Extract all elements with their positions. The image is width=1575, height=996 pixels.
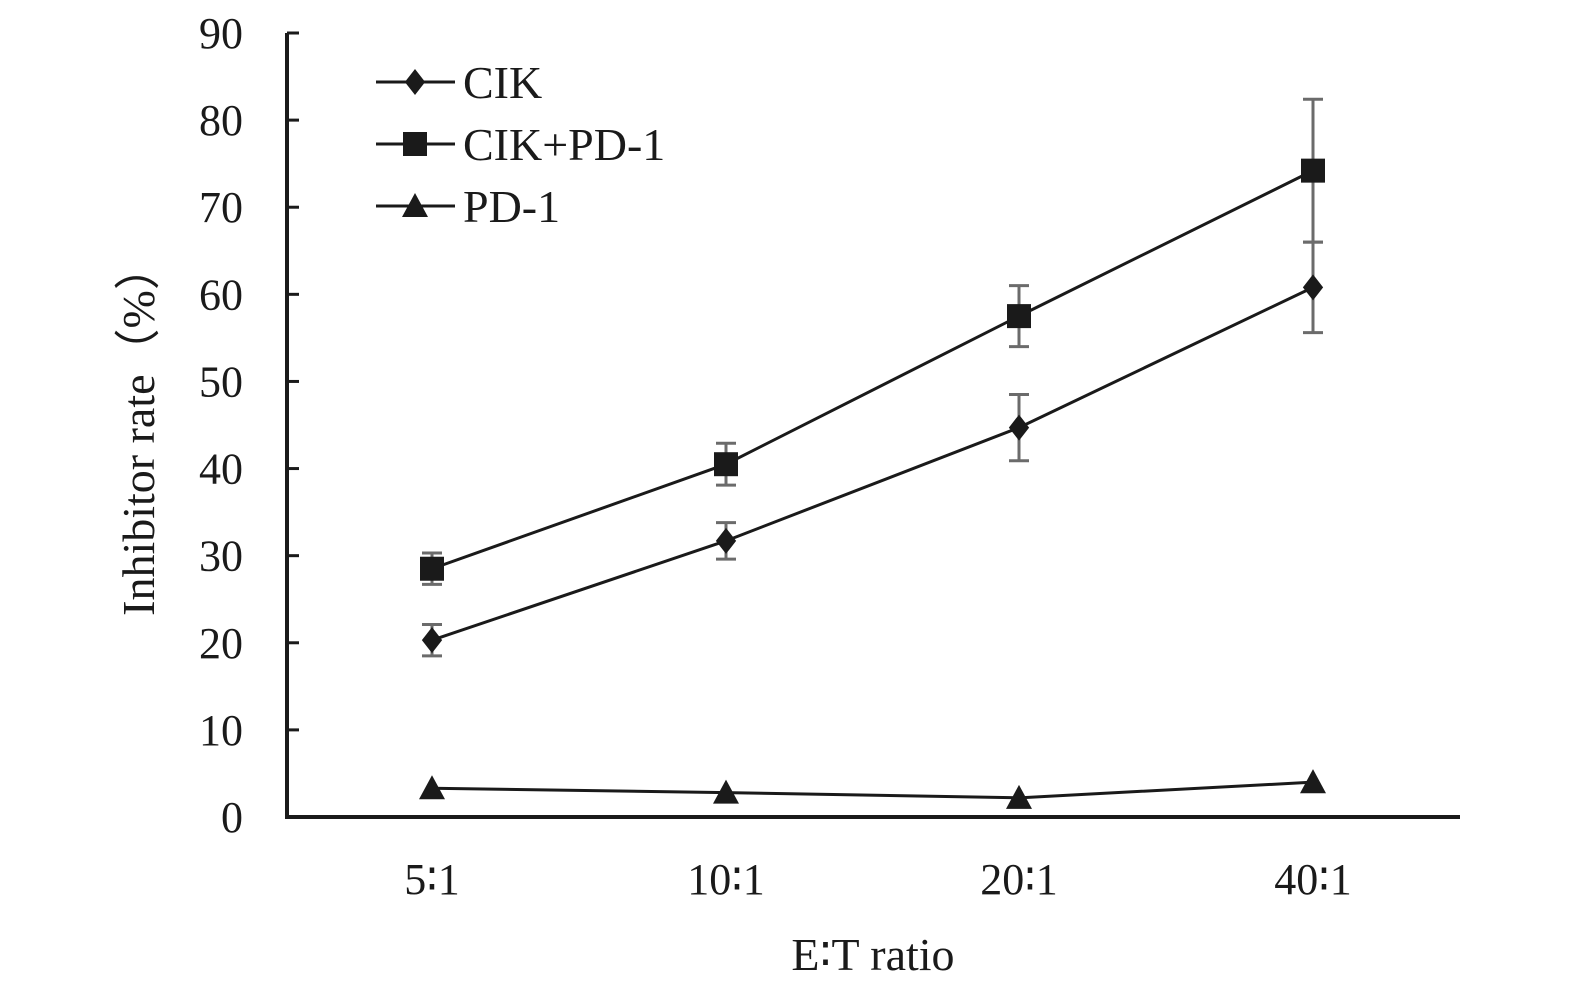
axes bbox=[285, 33, 1460, 819]
data-point-cik bbox=[715, 527, 737, 554]
legend-item-cik: CIK bbox=[376, 57, 542, 108]
y-tick-label: 40 bbox=[199, 445, 243, 494]
data-point-cik-pd-1 bbox=[420, 556, 444, 581]
data-point-cik-pd-1 bbox=[1007, 304, 1031, 329]
x-tick-label: 40∶1 bbox=[1274, 855, 1351, 904]
legend-item-pd-1: PD-1 bbox=[376, 181, 560, 232]
data-point-cik bbox=[1008, 414, 1030, 441]
y-tick-label: 60 bbox=[199, 270, 243, 319]
y-tick-label: 90 bbox=[199, 9, 243, 58]
legend-marker-cik bbox=[404, 69, 426, 95]
legend-item-cik-pd-1: CIK+PD-1 bbox=[376, 119, 665, 170]
data-point-cik bbox=[1302, 274, 1324, 301]
data-point-pd-1 bbox=[419, 775, 445, 800]
data-point-cik bbox=[421, 627, 443, 654]
series-line-pd-1 bbox=[431, 780, 1314, 800]
x-axis-ticks: 5∶1 10∶1 20∶1 40∶1 bbox=[404, 855, 1351, 904]
legend-marker-cik-pd-1 bbox=[403, 132, 427, 156]
x-tick-label: 10∶1 bbox=[687, 855, 764, 904]
data-point-pd-1 bbox=[1300, 769, 1326, 794]
x-tick-label: 20∶1 bbox=[980, 855, 1057, 904]
data-point-pd-1 bbox=[713, 779, 739, 804]
data-point-pd-1 bbox=[1006, 784, 1032, 809]
data-point-cik-pd-1 bbox=[714, 452, 738, 477]
y-tick-label: 80 bbox=[199, 96, 243, 145]
y-tick-label: 10 bbox=[199, 706, 243, 755]
y-tick-label: 20 bbox=[199, 619, 243, 668]
series-line-cik-pd-1 bbox=[431, 169, 1314, 571]
legend-label: CIK+PD-1 bbox=[463, 119, 665, 170]
y-tick-label: 50 bbox=[199, 357, 243, 406]
series-lines bbox=[431, 169, 1314, 800]
series-line-cik bbox=[431, 286, 1314, 642]
y-tick-label: 0 bbox=[221, 793, 243, 842]
y-axis-title: Inhibitor rate（%） bbox=[113, 244, 164, 616]
x-axis-title: E∶T ratio bbox=[791, 929, 954, 980]
legend-label: PD-1 bbox=[463, 181, 560, 232]
y-tick-label: 30 bbox=[199, 532, 243, 581]
data-point-cik-pd-1 bbox=[1301, 158, 1325, 183]
legend: CIK CIK+PD-1 PD-1 bbox=[376, 57, 665, 232]
y-axis-ticks: 0 10 20 30 40 50 60 70 80 90 bbox=[199, 9, 299, 842]
legend-label: CIK bbox=[463, 57, 542, 108]
legend-marker-pd-1 bbox=[402, 193, 428, 218]
y-tick-label: 70 bbox=[199, 183, 243, 232]
x-tick-label: 5∶1 bbox=[404, 855, 459, 904]
series-markers bbox=[419, 158, 1326, 809]
